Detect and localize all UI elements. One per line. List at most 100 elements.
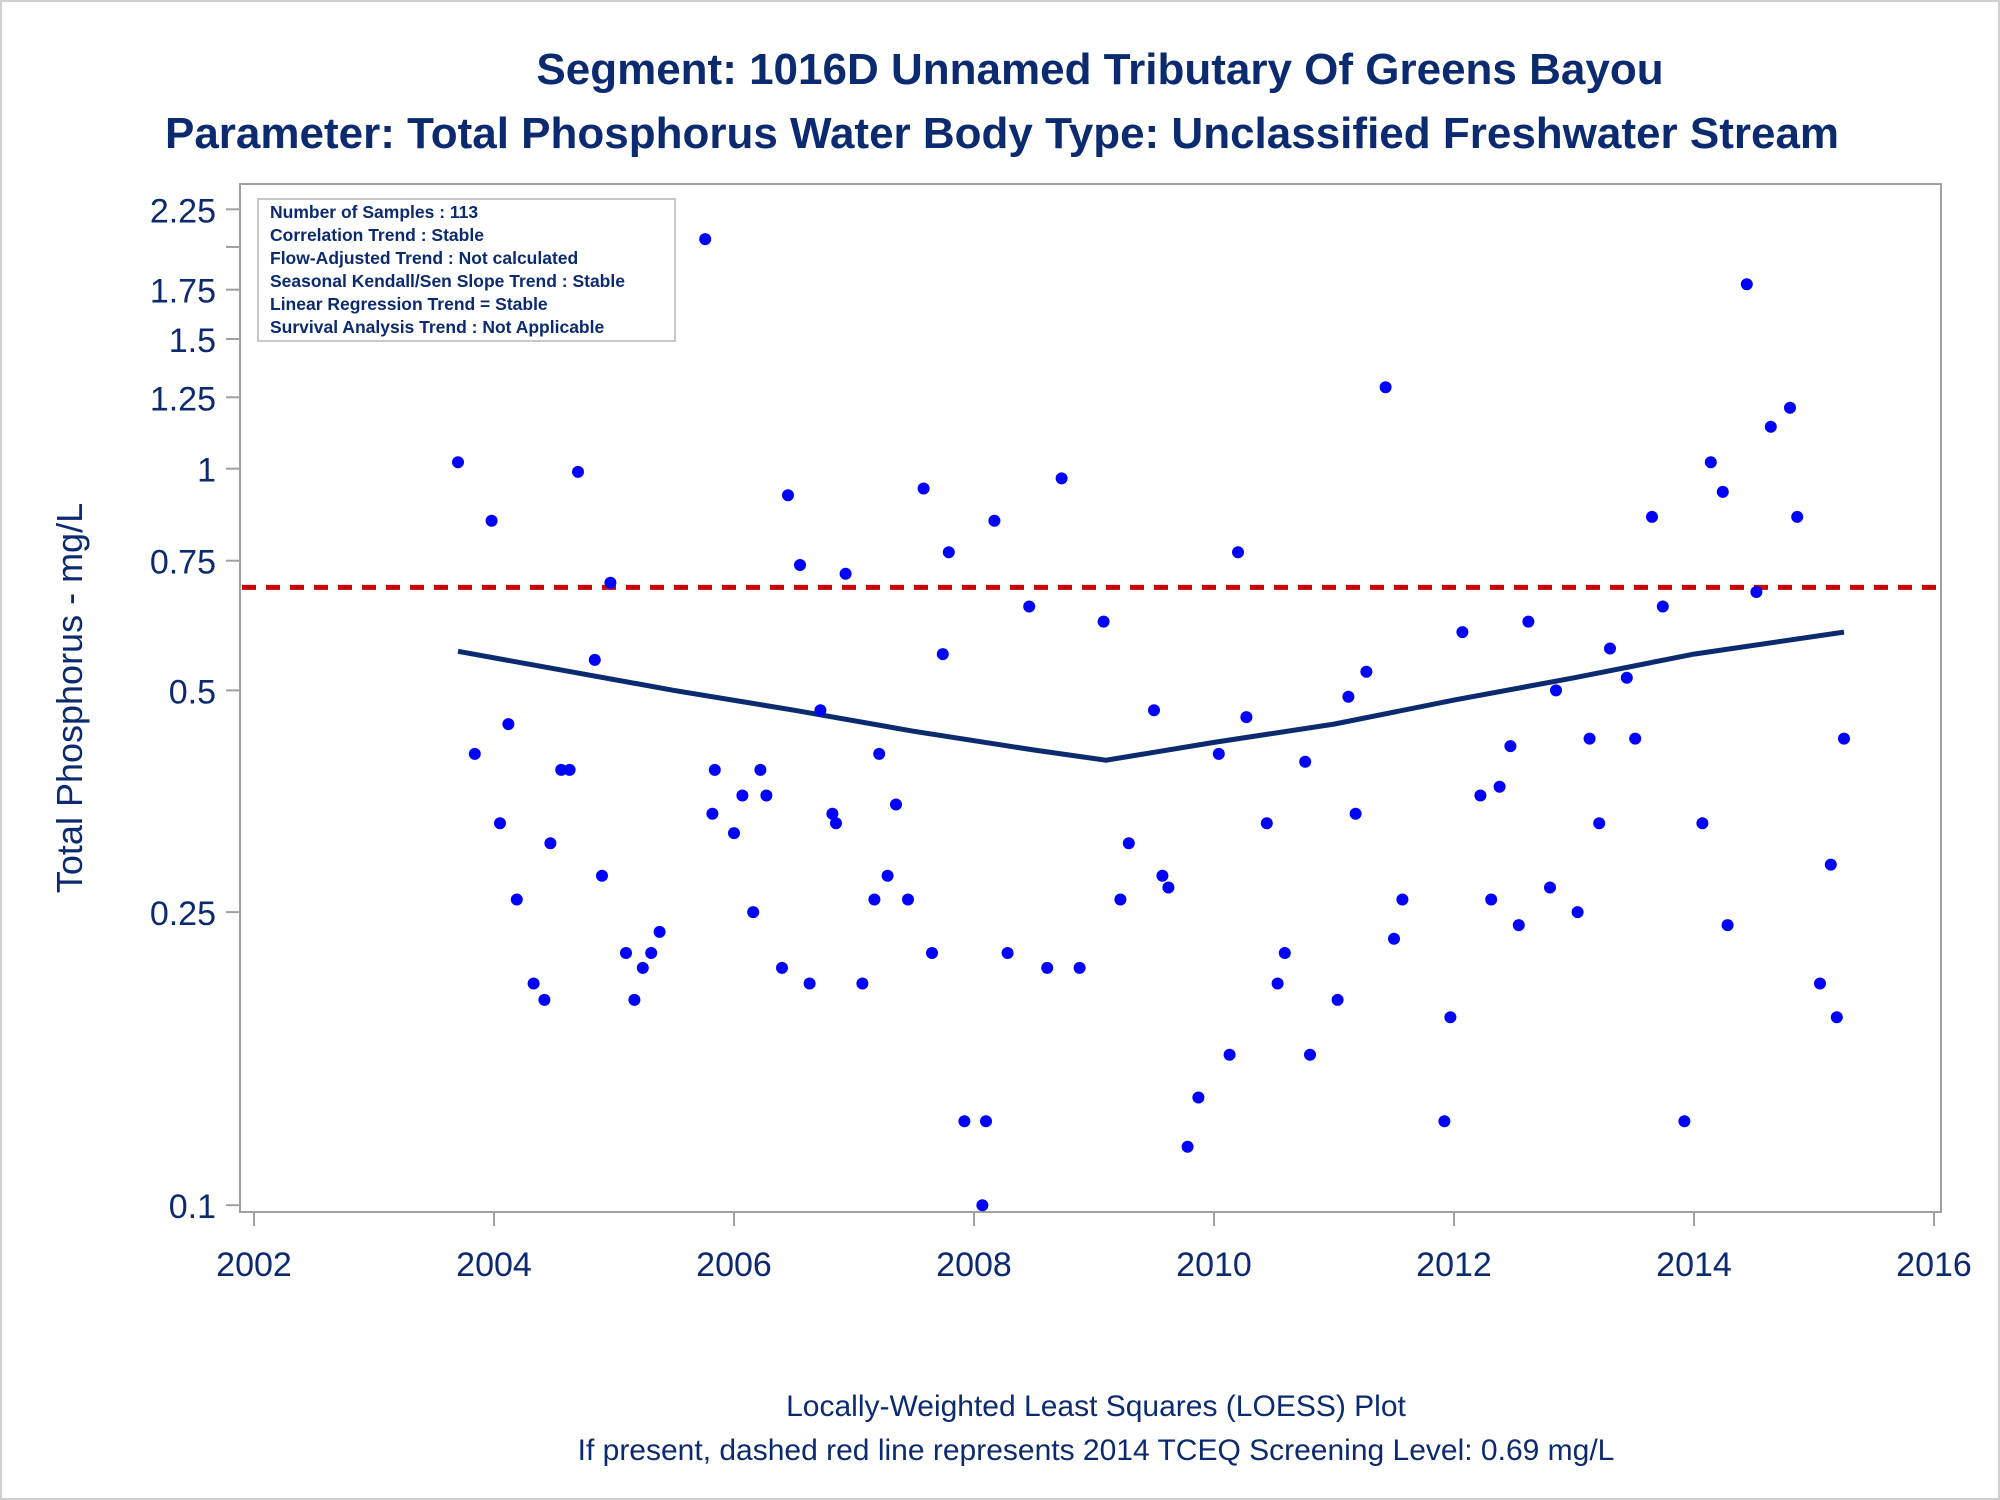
data-point (747, 906, 760, 919)
data-point (1740, 278, 1753, 291)
data-point (604, 576, 617, 589)
data-point (868, 893, 881, 906)
data-point (1388, 932, 1400, 945)
data-point (1764, 420, 1777, 433)
data-point (1456, 626, 1469, 639)
data-point (980, 1115, 992, 1128)
data-point (555, 763, 568, 776)
data-point (706, 807, 719, 820)
data-point (1656, 600, 1669, 613)
footnote-screening: If present, dashed red line represents 2… (578, 1434, 1615, 1467)
data-point (1791, 510, 1804, 523)
y-tick-label: 2.25 (150, 192, 216, 230)
data-point (1342, 690, 1355, 703)
x-tick-label: 2016 (1896, 1246, 1972, 1284)
data-point (1604, 642, 1616, 655)
data-point (760, 789, 773, 802)
data-point (988, 514, 1001, 527)
data-point (890, 798, 902, 811)
data-point (1678, 1115, 1691, 1128)
data-point (736, 789, 749, 802)
data-point (1271, 977, 1284, 990)
data-point (728, 827, 740, 840)
data-point (699, 233, 712, 246)
data-point (653, 925, 666, 938)
data-point (1544, 881, 1556, 894)
data-point (1485, 893, 1498, 906)
data-point (1438, 1115, 1451, 1128)
inset-line: Number of Samples : 113 (270, 202, 478, 222)
data-point (1522, 615, 1535, 628)
trend-summary-border (257, 198, 676, 342)
data-point (645, 947, 658, 959)
data-point (826, 807, 839, 820)
data-point (1784, 401, 1796, 414)
data-point (468, 747, 481, 760)
data-points (452, 199, 1850, 1212)
data-point (1304, 1048, 1316, 1061)
data-point (538, 993, 551, 1006)
data-point (628, 993, 641, 1006)
data-point (917, 482, 930, 495)
y-tick-label: 0.75 (150, 544, 216, 582)
data-point (1097, 615, 1110, 628)
y-axis-label: Total Phosphorus - mg/L (49, 503, 90, 893)
data-point (1114, 893, 1127, 906)
data-point (1646, 510, 1658, 523)
data-point (1162, 881, 1175, 894)
data-point (636, 961, 649, 974)
plot-area-frame (239, 183, 1942, 1213)
data-point (1379, 381, 1392, 394)
data-point (544, 837, 557, 850)
data-point (1838, 732, 1850, 745)
x-tick-label: 2002 (216, 1246, 292, 1284)
data-point (708, 763, 721, 776)
data-point (782, 489, 794, 502)
data-point (814, 704, 827, 717)
data-point (936, 648, 949, 661)
data-point (1278, 947, 1291, 959)
data-point (1396, 893, 1409, 906)
trend-summary-box: Number of Samples : 113 Correlation Tren… (257, 198, 676, 342)
y-tick-label: 0.5 (169, 673, 216, 711)
data-point (452, 456, 464, 469)
data-point (958, 1115, 971, 1128)
x-tick-label: 2012 (1416, 1246, 1492, 1284)
data-point (1629, 732, 1642, 745)
data-point (1260, 817, 1273, 830)
data-point (1716, 485, 1729, 498)
data-point (803, 977, 816, 990)
data-point (1331, 993, 1344, 1006)
data-point (563, 763, 576, 776)
x-tick-label: 2010 (1176, 1246, 1252, 1284)
y-tick-label: 1.75 (150, 273, 216, 311)
data-point (1750, 586, 1763, 598)
inset-line: Seasonal Kendall/Sen Slope Trend : Stabl… (270, 271, 625, 291)
data-point (1824, 858, 1837, 871)
data-point (1444, 1011, 1457, 1024)
y-tick-label: 0.1 (169, 1188, 216, 1226)
chart-title: Segment: 1016D Unnamed Tributary Of Gree… (536, 45, 1663, 94)
inset-line: Linear Regression Trend = Stable (270, 294, 548, 314)
data-point (1360, 665, 1373, 678)
data-point (1814, 977, 1826, 990)
data-point (620, 947, 632, 959)
data-point (1583, 732, 1596, 745)
data-point (1571, 906, 1584, 919)
data-point (776, 961, 788, 974)
data-point (485, 514, 498, 527)
data-point (502, 718, 515, 731)
x-tick-label: 2014 (1656, 1246, 1732, 1284)
y-tick-label: 1.25 (150, 380, 216, 418)
chart-subtitle: Parameter: Total Phosphorus Water Body T… (165, 109, 1839, 158)
x-axis: 2002 2004 2006 2008 2010 2012 2014 2016 (216, 1212, 1972, 1284)
data-point (510, 893, 523, 906)
data-point (856, 977, 869, 990)
y-tick-label: 0.25 (150, 895, 216, 933)
y-axis: 0.1 0.25 0.5 0.75 1 1.25 1.5 1.75 2.25 (150, 192, 240, 1226)
loess-curve (457, 629, 1845, 763)
data-point (1512, 919, 1525, 932)
data-point (1023, 600, 1036, 613)
